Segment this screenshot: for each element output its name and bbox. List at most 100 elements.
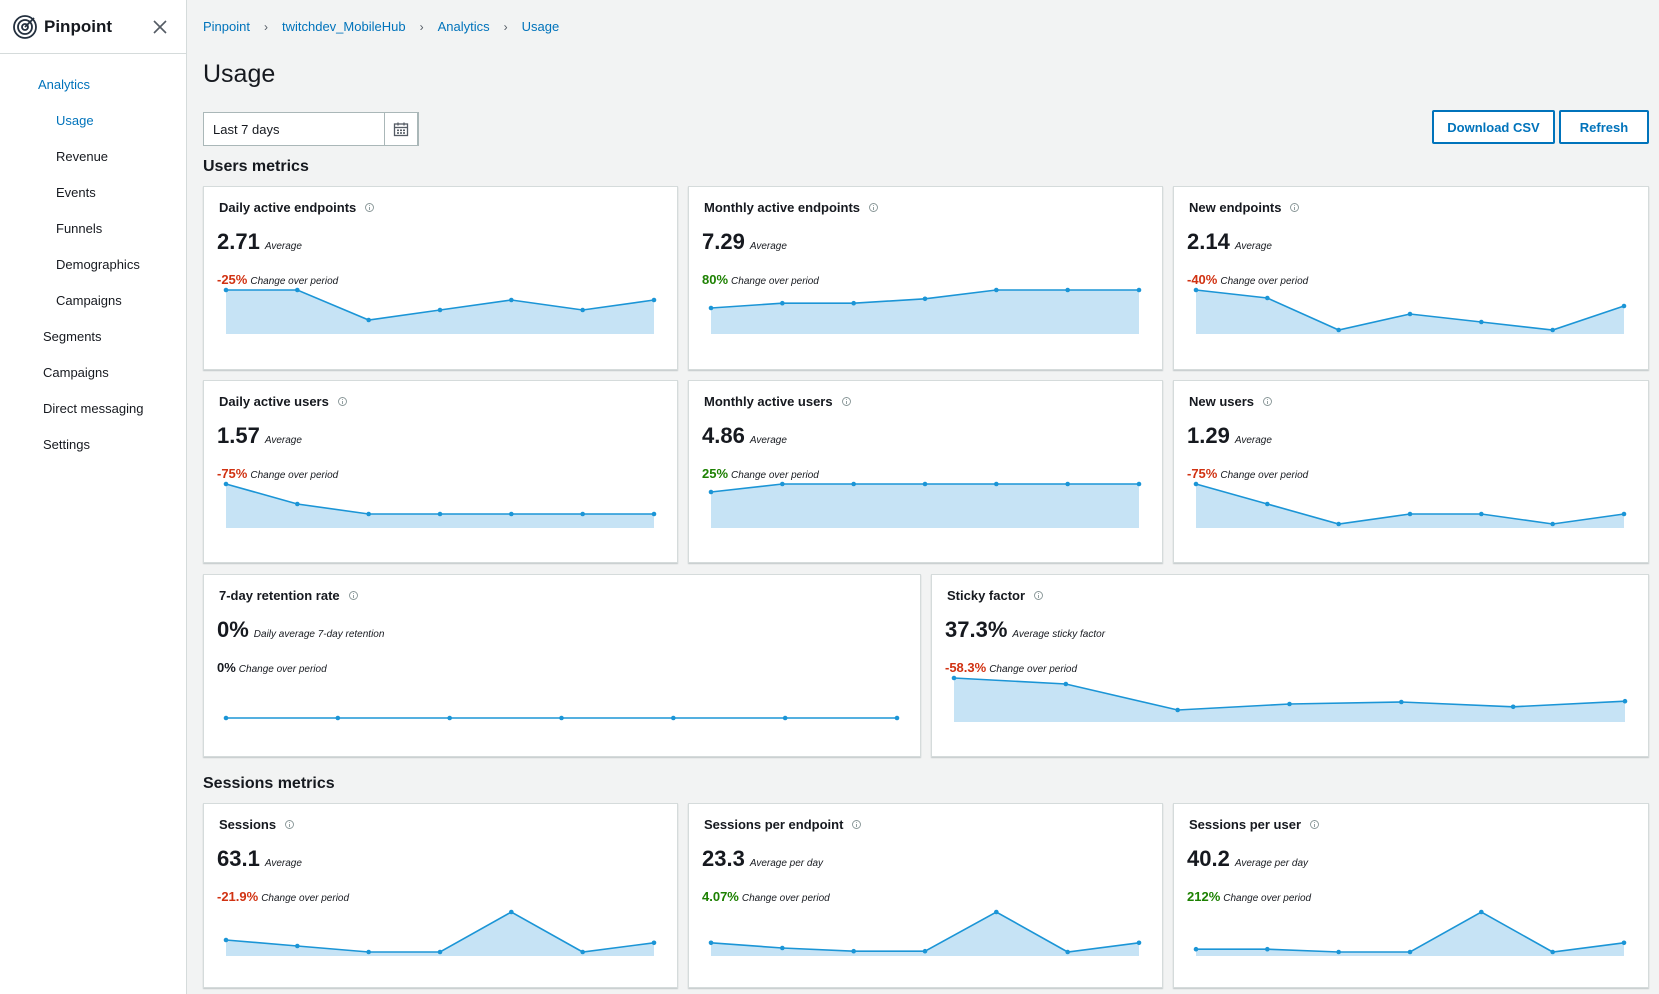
breadcrumb-usage: Usage (521, 19, 560, 34)
sparkline-point (780, 945, 785, 951)
info-icon[interactable] (852, 820, 862, 829)
metric-value: 1.57 Average (217, 423, 302, 449)
sparkline-point (580, 949, 585, 955)
sparkline-line (225, 911, 655, 953)
sparkline-point (447, 715, 452, 721)
metric-value-label: Average (264, 435, 302, 446)
sparkline-point (1621, 303, 1627, 309)
sessions-per-endpoint-card: Sessions per endpoint 23.3 Average per day… (688, 803, 1163, 988)
sparkline-point (1621, 511, 1627, 517)
sparkline-point (509, 297, 514, 303)
sparkline-chart (1193, 481, 1627, 528)
info-icon[interactable] (348, 591, 358, 600)
daily-active-endpoints-card: Daily active endpoints 2.71 Average -25% Cha… (203, 186, 678, 370)
sidebar-item-analytics[interactable]: Analytics (38, 77, 91, 92)
breadcrumb-pinpoint[interactable]: Pinpoint (203, 19, 250, 34)
page-title: Usage (203, 60, 276, 88)
info-icon[interactable] (1310, 820, 1319, 829)
sidebar-item-funnels[interactable]: Funnels (56, 221, 103, 236)
metric-change-label: Change over period (1220, 470, 1309, 481)
calendar-icon[interactable] (384, 112, 418, 146)
sparkline-chart (223, 481, 657, 528)
sidebar-item-demographics[interactable]: Demographics (56, 257, 140, 272)
refresh-button[interactable]: Refresh (1559, 110, 1649, 144)
metric-change-label: Change over period (989, 664, 1078, 675)
sparkline-point (708, 940, 714, 946)
card-title-text: Sticky factor (947, 588, 1026, 603)
sparkline-point (1336, 521, 1341, 527)
info-icon[interactable] (285, 820, 295, 829)
info-icon[interactable] (841, 397, 851, 406)
metric-value-number: 63.1 (217, 846, 260, 871)
sidebar-item-segments[interactable]: Segments (43, 329, 102, 344)
metric-change: -25% Change over period (217, 272, 338, 287)
sparkline-point (1136, 287, 1142, 293)
metric-value: 1.29 Average (1187, 423, 1272, 449)
metric-value: 23.3 Average per day (702, 846, 823, 872)
card-title: Sessions per user (1189, 817, 1319, 832)
sidebar-item-settings[interactable]: Settings (43, 437, 90, 452)
sidebar-item-campaigns[interactable]: Campaigns (43, 365, 109, 380)
sparkline-point (851, 481, 856, 487)
sparkline-point (1065, 949, 1070, 955)
sidebar-item-usage[interactable]: Usage (56, 113, 94, 128)
metric-value: 37.3% Average sticky factor (945, 617, 1105, 643)
card-title: New users (1189, 394, 1272, 409)
info-icon[interactable] (1034, 591, 1043, 600)
sparkline-chart (223, 287, 657, 334)
sidebar-item-direct-messaging[interactable]: Direct messaging (43, 401, 144, 416)
close-icon[interactable] (150, 17, 170, 37)
pinpoint-logo-icon (12, 14, 38, 40)
sparkline-chart (708, 287, 1142, 334)
sparkline-point (559, 715, 564, 721)
sparkline-point (223, 715, 229, 721)
metric-value: 2.71 Average (217, 229, 302, 255)
metric-change-label: Change over period (1223, 893, 1312, 904)
sparkline-area (1196, 290, 1624, 334)
metric-value-number: 7.29 (702, 229, 745, 254)
metric-change-label: Change over period (238, 664, 327, 675)
sparkline-point (708, 305, 714, 311)
sparkline-point (1336, 327, 1341, 333)
card-title-text: Monthly active users (704, 394, 833, 409)
sparkline-point (922, 296, 928, 302)
sparkline-point (1407, 311, 1413, 317)
card-title-text: Sessions (219, 817, 277, 832)
sparkline-point (851, 948, 856, 954)
metric-value: 7.29 Average (702, 229, 787, 255)
sparkline-area (711, 484, 1139, 528)
card-title-text: 7-day retention rate (219, 588, 340, 603)
monthly-active-endpoints-card: Monthly active endpoints 7.29 Average 80% Ch… (688, 186, 1163, 370)
card-title-text: New users (1189, 394, 1255, 409)
info-icon[interactable] (869, 203, 878, 212)
metric-change: -40% Change over period (1187, 272, 1308, 287)
info-icon[interactable] (337, 397, 347, 406)
info-icon[interactable] (365, 203, 375, 212)
sparkline-point (223, 287, 229, 293)
info-icon[interactable] (1290, 203, 1300, 212)
sparkline-line (1196, 911, 1625, 953)
download-csv-button[interactable]: Download CSV (1432, 110, 1555, 144)
date-range-input[interactable]: Last 7 days (203, 112, 419, 146)
sidebar-item-revenue[interactable]: Revenue (56, 149, 109, 164)
sparkline-point (671, 715, 676, 721)
sidebar: Pinpoint Analytics Usage Revenue Events … (0, 0, 187, 994)
card-title-text: Monthly active endpoints (704, 200, 861, 215)
breadcrumb-project[interactable]: twitchdev_MobileHub (281, 19, 406, 34)
breadcrumb: Pinpoint › twitchdev_MobileHub › Analyti… (203, 19, 559, 34)
sparkline-point (1399, 699, 1404, 705)
metric-value: 40.2 Average per day (1187, 846, 1308, 872)
info-icon[interactable] (1263, 397, 1272, 406)
sparkline-point (1065, 287, 1070, 293)
sidebar-item-analytics-campaigns[interactable]: Campaigns (56, 293, 122, 308)
card-title: Sessions (219, 817, 295, 832)
sparkline-point (780, 300, 785, 306)
metric-change-label: Change over period (731, 276, 819, 287)
sparkline-point (922, 481, 928, 487)
card-title-text: Sessions per user (1189, 817, 1301, 832)
sparkline-point (1479, 319, 1484, 325)
sessions-card: Sessions 63.1 Average -21.9% Change over per… (203, 803, 678, 988)
sidebar-header: Pinpoint (0, 0, 186, 54)
sidebar-item-events[interactable]: Events (56, 185, 96, 200)
breadcrumb-analytics[interactable]: Analytics (437, 19, 490, 34)
